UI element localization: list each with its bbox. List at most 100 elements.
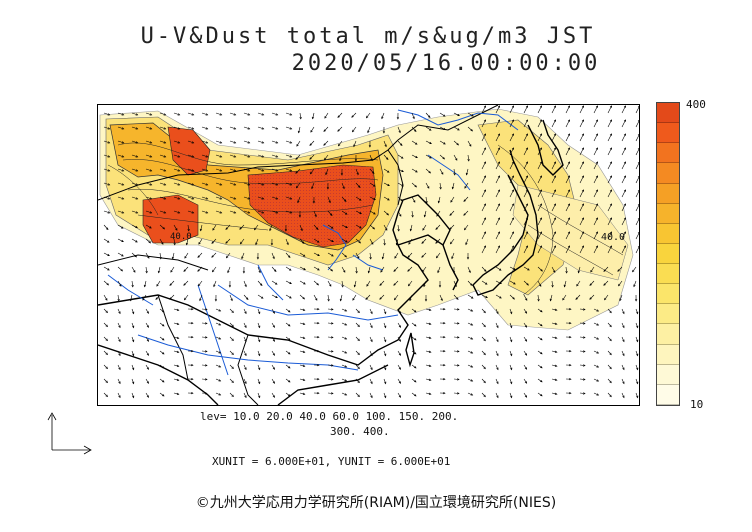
wind-vector <box>619 294 623 301</box>
wind-vector <box>369 378 373 384</box>
wind-vector-head <box>121 127 125 130</box>
wind-vector <box>481 217 486 226</box>
wind-vector <box>589 280 595 286</box>
wind-vector <box>173 154 180 158</box>
wind-vector-head <box>218 337 222 340</box>
wind-vector-head <box>483 310 486 314</box>
wind-vector-head <box>567 147 570 150</box>
wind-vector <box>158 266 161 273</box>
wind-vector-head <box>499 296 502 299</box>
wind-vector-head <box>163 155 167 158</box>
wind-vector <box>607 133 612 142</box>
wind-vector <box>509 119 514 128</box>
wind-vector <box>411 350 417 355</box>
wind-vector <box>509 189 514 198</box>
wind-vector <box>523 280 529 286</box>
wind-vector <box>145 252 150 259</box>
wind-vector-head <box>161 394 165 397</box>
wind-vector-head <box>483 338 486 342</box>
wind-vector <box>579 350 586 352</box>
wind-vector-head <box>619 298 622 302</box>
wind-vector-head <box>609 324 612 328</box>
wind-vector-head <box>191 391 194 395</box>
wind-vector <box>435 238 441 244</box>
wind-vector <box>327 252 334 257</box>
wind-vector-head <box>421 269 425 273</box>
wind-vector <box>481 364 486 369</box>
wind-vector <box>271 294 278 298</box>
wind-vector <box>213 280 217 287</box>
wind-vector <box>481 308 486 313</box>
wind-vector-head <box>149 226 152 229</box>
wind-vector-head <box>230 298 233 302</box>
wind-vector <box>411 126 417 132</box>
wind-vector-head <box>344 323 348 326</box>
wind-vector-head <box>525 203 528 206</box>
wind-vector <box>579 322 586 324</box>
wind-vector <box>353 140 357 147</box>
wind-vector-head <box>149 169 153 172</box>
wind-vector <box>453 112 460 116</box>
wind-vector <box>285 280 292 284</box>
wind-vector <box>481 175 486 184</box>
wind-vector-head <box>496 381 499 385</box>
wind-vector-head <box>581 161 584 164</box>
wind-vector-head <box>261 211 265 214</box>
wind-vector-head <box>452 271 456 274</box>
wind-vector <box>352 126 357 132</box>
wind-vector-head <box>595 231 598 234</box>
wind-vector-head <box>414 338 417 341</box>
wind-vector <box>201 364 208 366</box>
wind-vector-head <box>425 201 428 204</box>
wind-vector-head <box>451 186 455 190</box>
wind-vector-head <box>609 366 612 370</box>
wind-vector-head <box>553 161 556 164</box>
wind-vector <box>313 238 320 243</box>
wind-vector-head <box>191 141 195 144</box>
wind-vector <box>537 217 542 226</box>
wind-vector <box>550 294 553 301</box>
wind-vector <box>425 140 432 144</box>
wind-vector <box>523 119 528 128</box>
wind-vector <box>467 308 473 312</box>
wind-vector-head <box>400 198 404 202</box>
wind-vector <box>327 210 333 216</box>
wind-vector-head <box>135 197 139 200</box>
wind-vector <box>285 196 292 200</box>
wind-vector-head <box>435 241 438 244</box>
wind-vector-head <box>337 115 340 118</box>
wind-vector-head <box>622 311 625 315</box>
wind-vector-head <box>183 269 186 272</box>
wind-vector-head <box>219 211 223 214</box>
wind-vector-head <box>121 141 125 144</box>
wind-vector-head <box>463 227 467 231</box>
wind-vector-head <box>317 307 320 311</box>
wind-vector-head <box>121 183 125 186</box>
wind-vector <box>243 126 250 130</box>
wind-vector <box>537 378 543 383</box>
wind-vector <box>523 364 527 370</box>
wind-vector-head <box>379 297 382 300</box>
wind-vector-head <box>497 231 500 234</box>
wind-vector <box>495 266 502 271</box>
wind-vector-head <box>275 155 279 158</box>
wind-vector-head <box>421 255 424 258</box>
wind-vector <box>313 252 320 256</box>
wind-vector-head <box>155 297 158 300</box>
wind-vector-head <box>553 217 556 220</box>
wind-vector-head <box>609 231 612 234</box>
wind-vector <box>635 336 638 342</box>
wind-vector-head <box>609 119 612 122</box>
wind-vector <box>187 182 194 186</box>
wind-vector <box>393 266 399 272</box>
wind-vector-head <box>239 227 242 230</box>
wind-vector <box>327 378 334 380</box>
wind-vector-head <box>131 311 135 315</box>
wind-vector <box>579 231 584 240</box>
wind-vector-head <box>315 298 318 301</box>
wind-vector-head <box>383 243 386 246</box>
wind-vector <box>145 308 149 314</box>
wind-vector <box>285 322 291 327</box>
wind-vector <box>607 245 612 254</box>
wind-vector <box>257 378 260 384</box>
